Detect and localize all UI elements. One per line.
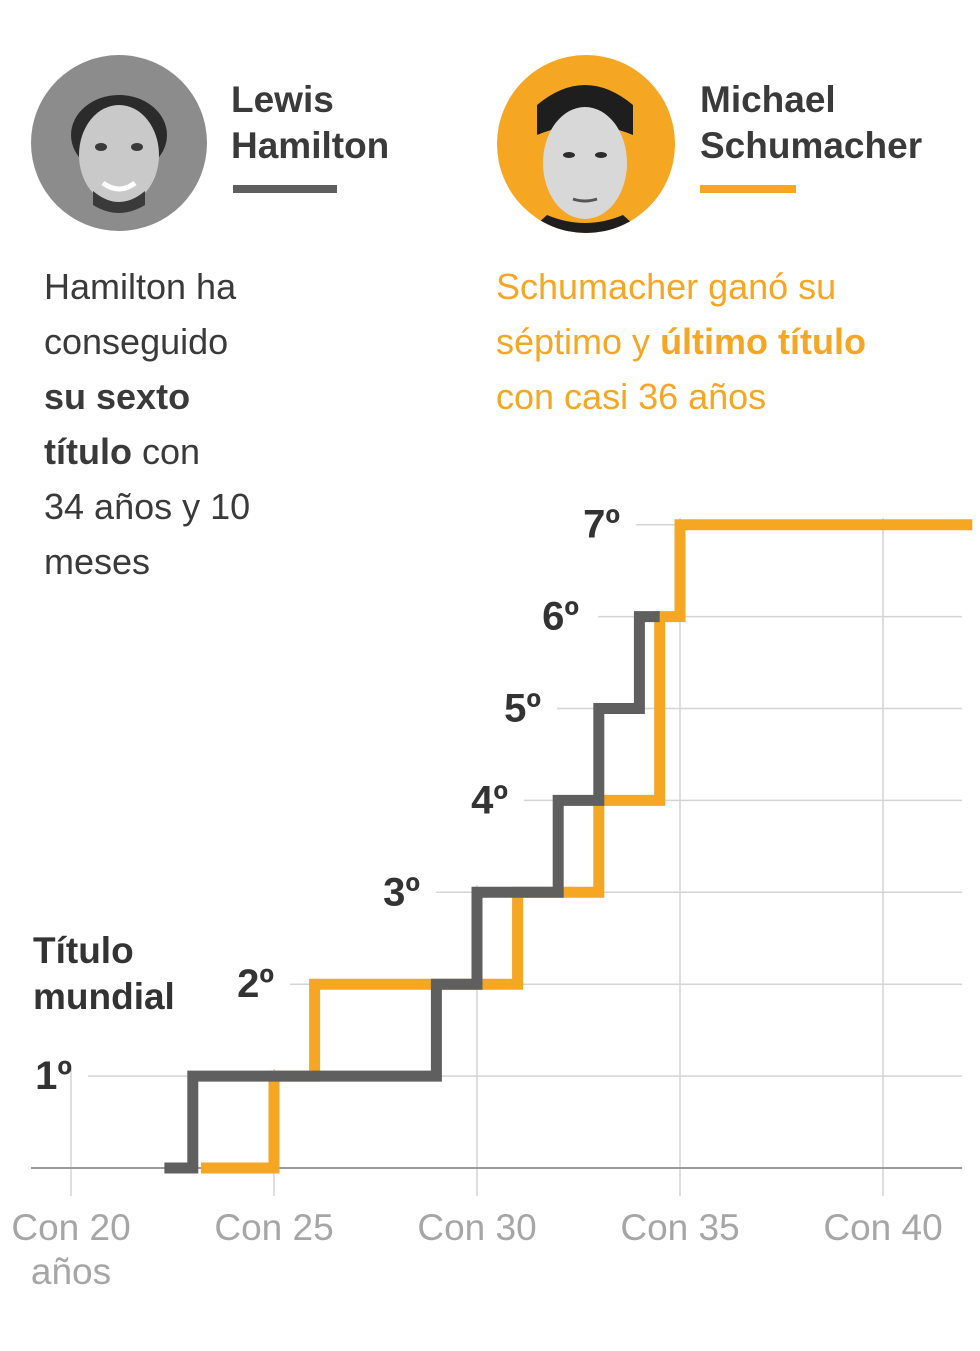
y-tick-label-4: 4º <box>471 778 508 822</box>
x-tick-label-20: Con 20 <box>11 1207 130 1248</box>
schumacher-desc-line2: séptimo y <box>496 321 661 362</box>
schumacher-legend-swatch <box>700 185 796 193</box>
y-axis-title-line-2: mundial <box>33 976 175 1017</box>
x-tick-label-25: Con 25 <box>214 1207 333 1248</box>
y-tick-label-2: 2º <box>237 962 274 1006</box>
hamilton-desc-line5: 34 años y 10 <box>44 486 251 527</box>
x-tick-label-40: Con 40 <box>823 1207 942 1248</box>
y-axis-title-line-1: Título <box>33 930 134 971</box>
x-tick-sublabel-20: años <box>31 1251 111 1292</box>
y-tick-label-3: 3º <box>383 870 420 914</box>
hamilton-desc-line4-rest: con <box>131 431 201 472</box>
hamilton-name: Lewis Hamilton <box>231 77 389 169</box>
hamilton-desc-line1: Hamilton ha <box>44 266 237 307</box>
hamilton-last-name: Hamilton <box>231 125 390 166</box>
schumacher-name: Michael Schumacher <box>700 77 922 169</box>
schumacher-desc-line3: con casi 36 años <box>496 376 767 417</box>
hamilton-photo <box>31 55 207 231</box>
y-tick-label-6: 6º <box>542 595 579 639</box>
hamilton-desc-line2: conseguido <box>44 321 229 362</box>
hamilton-legend-swatch <box>233 185 337 193</box>
hamilton-portrait-icon <box>31 55 207 231</box>
schumacher-desc-line2-bold: último título <box>660 321 867 362</box>
schumacher-last-name: Schumacher <box>700 125 923 166</box>
y-tick-label-1: 1º <box>35 1054 72 1098</box>
hamilton-desc-line6: meses <box>44 541 151 582</box>
hamilton-description: Hamilton ha conseguido su sexto título c… <box>44 259 250 589</box>
series-line-hamilton <box>164 611 660 1174</box>
hamilton-desc-line4-bold: título <box>44 431 132 472</box>
hamilton-first-name: Lewis <box>231 79 334 120</box>
schumacher-desc-line1: Schumacher ganó su <box>496 266 837 307</box>
schumacher-first-name: Michael <box>700 79 836 120</box>
hamilton-desc-line3-bold: su sexto <box>44 376 191 417</box>
y-tick-label-7: 7º <box>583 503 620 547</box>
x-tick-label-30: Con 30 <box>417 1207 536 1248</box>
x-tick-label-35: Con 35 <box>620 1207 739 1248</box>
y-tick-label-5: 5º <box>504 687 541 731</box>
schumacher-description: Schumacher ganó su séptimo y último títu… <box>496 259 866 424</box>
